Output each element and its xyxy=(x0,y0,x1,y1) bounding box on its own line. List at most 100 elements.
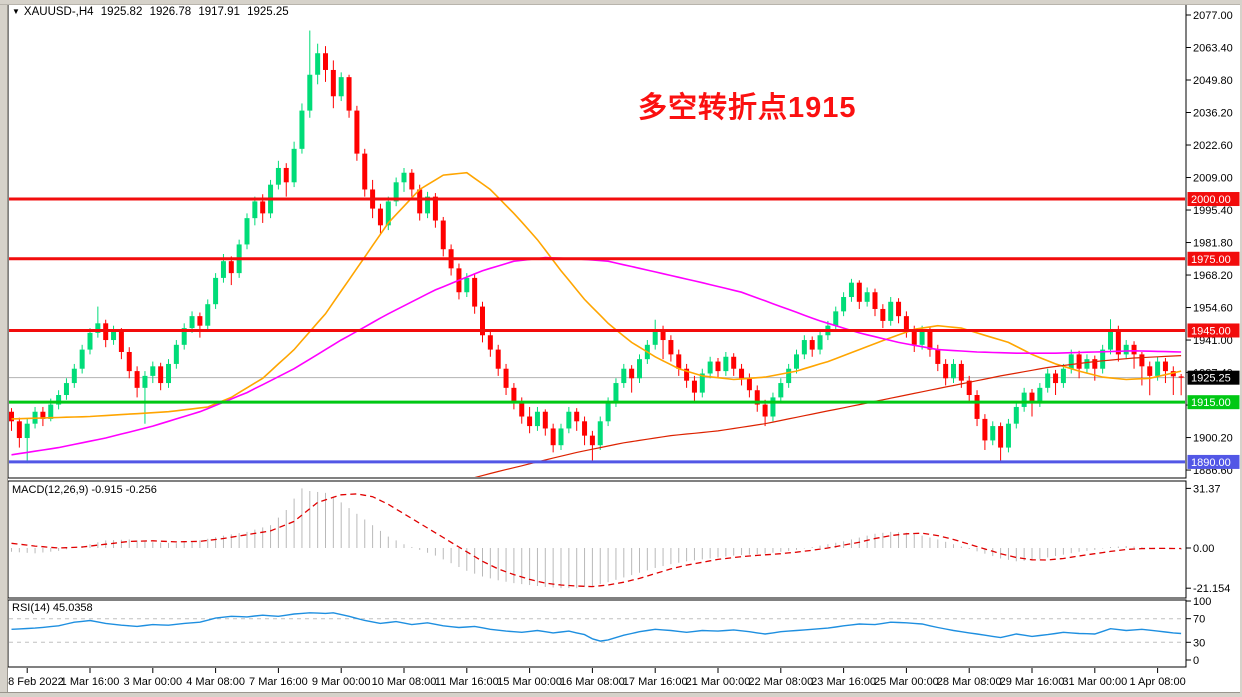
candle-bear[interactable] xyxy=(676,354,682,369)
candle-bear[interactable] xyxy=(911,330,917,345)
candle-bull[interactable] xyxy=(841,297,847,312)
candle-bull[interactable] xyxy=(56,395,62,405)
candle-bear[interactable] xyxy=(731,356,737,369)
candle-bear[interactable] xyxy=(684,368,690,381)
candle-bear[interactable] xyxy=(896,301,902,317)
macd-panel[interactable] xyxy=(7,480,1187,599)
candle-bear[interactable] xyxy=(966,380,972,396)
candle-bear[interactable] xyxy=(1170,371,1176,377)
candle-bear[interactable] xyxy=(346,77,352,111)
candle-bull[interactable] xyxy=(1108,330,1113,350)
candle-bull[interactable] xyxy=(990,426,996,441)
candle-bull[interactable] xyxy=(1123,344,1129,355)
candle-bear[interactable] xyxy=(197,316,203,326)
candle-bear[interactable] xyxy=(495,349,501,369)
candle-bull[interactable] xyxy=(464,277,470,293)
candle-bull[interactable] xyxy=(919,330,925,345)
candle-bull[interactable] xyxy=(1068,354,1074,369)
candle-bear[interactable] xyxy=(542,411,548,429)
candle-bull[interactable] xyxy=(833,311,839,326)
candle-bull[interactable] xyxy=(794,354,799,369)
candle-bull[interactable] xyxy=(566,411,572,429)
candle-bull[interactable] xyxy=(1037,387,1043,403)
candle-bull[interactable] xyxy=(252,201,258,219)
candle-bear[interactable] xyxy=(40,411,46,419)
candle-bear[interactable] xyxy=(754,390,760,405)
rsi-area[interactable] xyxy=(9,612,1185,643)
candle-bear[interactable] xyxy=(715,361,721,372)
candle-bear[interactable] xyxy=(1131,344,1137,355)
candle-bull[interactable] xyxy=(1060,368,1066,384)
candle-bull[interactable] xyxy=(307,74,313,111)
candle-bear[interactable] xyxy=(856,282,862,302)
candle-bull[interactable] xyxy=(699,373,705,393)
candle-bull[interactable] xyxy=(1045,373,1051,388)
price-axis[interactable]: 2077.00 2063.40 2049.80 2036.20 2022.60 2009.… xyxy=(1186,10,1233,667)
candle-bear[interactable] xyxy=(118,330,124,352)
candle-bull[interactable] xyxy=(1084,359,1090,369)
candle-bull[interactable] xyxy=(707,361,713,374)
candle-bull[interactable] xyxy=(181,328,187,345)
candle-bear[interactable] xyxy=(432,196,438,221)
candle-bull[interactable] xyxy=(173,344,179,364)
candle-bull[interactable] xyxy=(425,196,431,214)
candle-bear[interactable] xyxy=(16,421,22,439)
candle-bull[interactable] xyxy=(393,182,399,202)
candle-bear[interactable] xyxy=(809,340,815,350)
candle-bull[interactable] xyxy=(723,356,729,372)
candle-bull[interactable] xyxy=(951,363,956,379)
candle-bull[interactable] xyxy=(244,218,250,245)
candle-bull[interactable] xyxy=(778,383,784,398)
candle-bear[interactable] xyxy=(1029,392,1035,403)
candle-bear[interactable] xyxy=(519,402,525,417)
candle-bull[interactable] xyxy=(770,397,776,417)
candle-bear[interactable] xyxy=(1053,373,1059,384)
candle-bear[interactable] xyxy=(550,428,556,446)
candle-bear[interactable] xyxy=(739,368,745,379)
main-chart-area[interactable] xyxy=(8,30,1186,486)
candle-bear[interactable] xyxy=(330,69,336,97)
candle-bear[interactable] xyxy=(134,371,140,388)
candle-bull[interactable] xyxy=(205,304,211,326)
candle-bull[interactable] xyxy=(597,421,603,446)
candle-bull[interactable] xyxy=(111,330,117,341)
candle-bear[interactable] xyxy=(880,308,886,321)
candle-bear[interactable] xyxy=(511,387,517,403)
candle-bear[interactable] xyxy=(935,349,941,364)
candle-bear[interactable] xyxy=(589,435,595,446)
candle-bull[interactable] xyxy=(864,292,870,302)
candle-bear[interactable] xyxy=(480,306,485,336)
candle-bear[interactable] xyxy=(998,426,1004,448)
candle-bull[interactable] xyxy=(817,335,823,350)
candle-bull[interactable] xyxy=(888,301,894,321)
candle-bear[interactable] xyxy=(974,395,980,419)
candle-bear[interactable] xyxy=(158,366,164,384)
candle-bull[interactable] xyxy=(275,167,281,185)
candle-bear[interactable] xyxy=(472,277,478,307)
candle-bull[interactable] xyxy=(150,366,156,376)
candle-bear[interactable] xyxy=(1115,330,1121,355)
candle-bull[interactable] xyxy=(220,261,226,278)
candle-bull[interactable] xyxy=(95,323,101,333)
main-panel[interactable] xyxy=(7,3,1187,479)
candle-bear[interactable] xyxy=(362,153,368,190)
candle-bear[interactable] xyxy=(228,261,234,274)
candle-bull[interactable] xyxy=(338,77,344,97)
candle-bear[interactable] xyxy=(668,340,674,355)
candle-bull[interactable] xyxy=(1100,349,1106,369)
candle-bull[interactable] xyxy=(401,172,407,183)
candle-bear[interactable] xyxy=(1092,359,1098,369)
candle-bull[interactable] xyxy=(71,368,77,384)
candle-bear[interactable] xyxy=(903,316,909,331)
candle-bear[interactable] xyxy=(9,411,14,422)
candle-bull[interactable] xyxy=(213,277,219,305)
candle-bull[interactable] xyxy=(63,383,69,396)
candle-bull[interactable] xyxy=(621,368,627,384)
macd-area[interactable] xyxy=(11,488,1182,589)
candle-bear[interactable] xyxy=(1076,354,1082,369)
candle-bear[interactable] xyxy=(582,421,588,436)
candle-bear[interactable] xyxy=(1139,354,1145,367)
candle-bear[interactable] xyxy=(872,292,878,309)
candle-bull[interactable] xyxy=(1021,392,1027,407)
candle-bear[interactable] xyxy=(1147,366,1153,376)
